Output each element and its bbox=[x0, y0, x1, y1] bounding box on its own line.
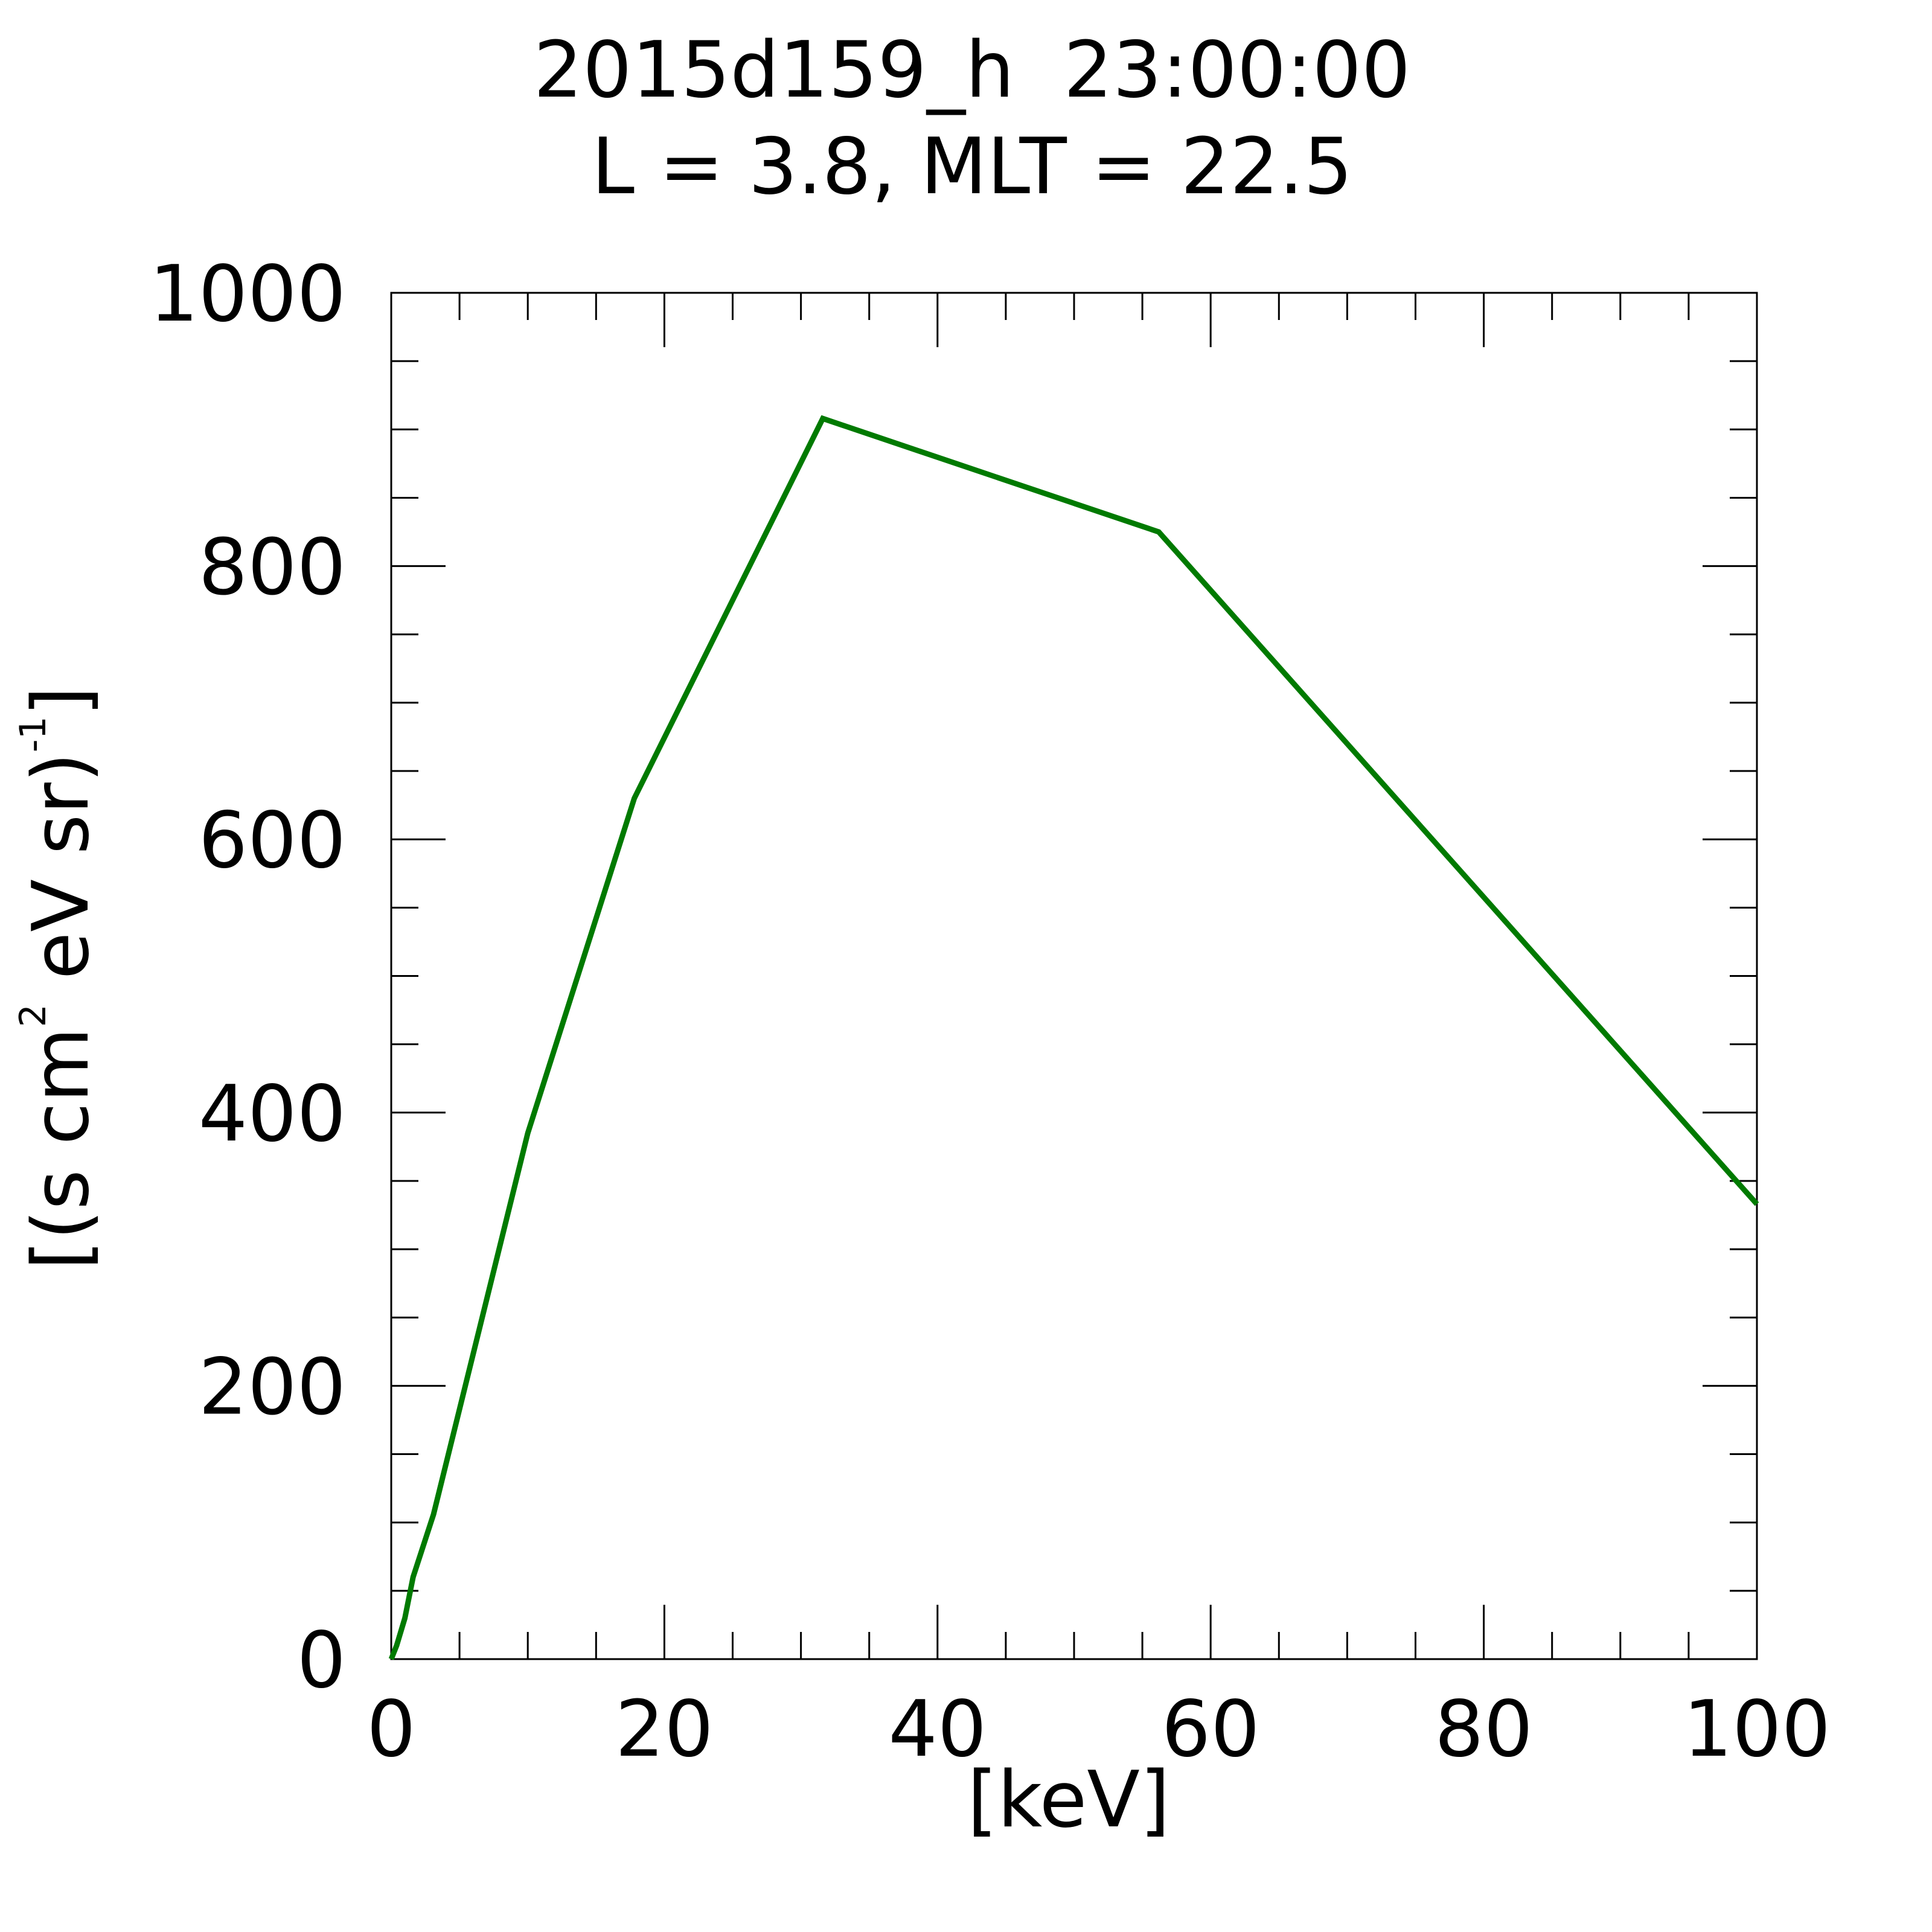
x-tick-label: 40 bbox=[888, 1684, 987, 1774]
x-tick-label: 100 bbox=[1683, 1684, 1831, 1774]
y-label-part1: [(s cm bbox=[16, 1027, 106, 1270]
series-line bbox=[388, 415, 1759, 1660]
y-tick-label: 1000 bbox=[149, 249, 346, 339]
x-axis-label: [keV] bbox=[967, 1755, 1170, 1845]
y-tick-label: 800 bbox=[199, 523, 346, 613]
plot-area bbox=[388, 292, 1759, 1660]
y-tick-labels: 0 200 400 600 800 1000 bbox=[149, 249, 346, 1706]
y-label-sup1: 2 bbox=[12, 1004, 54, 1027]
y-tick-label: 600 bbox=[199, 796, 346, 886]
x-tick-label: 80 bbox=[1435, 1684, 1533, 1774]
x-tick-label: 60 bbox=[1162, 1684, 1260, 1774]
x-tick-label: 0 bbox=[366, 1684, 415, 1774]
y-label-sup2: -1 bbox=[12, 716, 54, 752]
y-tick-label: 200 bbox=[199, 1342, 346, 1432]
y-tick-label: 400 bbox=[199, 1069, 346, 1159]
axis-ticks bbox=[390, 292, 1758, 1660]
y-axis-label: [(s cm2 eV sr)-1] bbox=[12, 686, 106, 1270]
x-tick-label: 20 bbox=[615, 1684, 714, 1774]
y-label-part2: eV sr) bbox=[16, 752, 106, 1004]
x-tick-labels: 0 20 40 60 80 100 bbox=[366, 1684, 1831, 1774]
chart-title: 2015d159_h 23:00:00 bbox=[534, 25, 1411, 115]
y-label-part3: ] bbox=[16, 686, 106, 716]
series-layer bbox=[388, 415, 1759, 1660]
y-tick-label: 0 bbox=[297, 1616, 346, 1706]
chart-subtitle: L = 3.8, MLT = 22.5 bbox=[592, 122, 1353, 212]
